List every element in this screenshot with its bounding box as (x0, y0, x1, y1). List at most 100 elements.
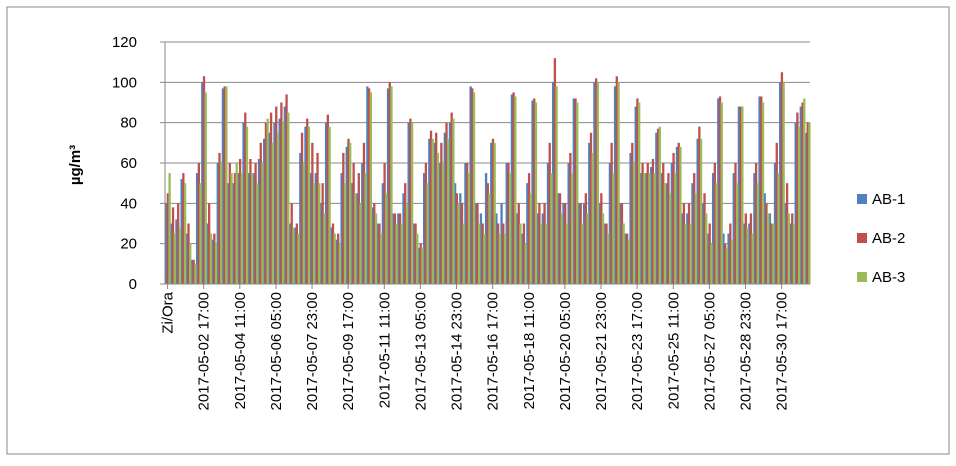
bar (754, 163, 758, 284)
bar (670, 163, 673, 284)
bar (433, 142, 436, 284)
bar (182, 173, 185, 284)
bar (259, 142, 262, 284)
bar (792, 223, 796, 284)
bar (266, 118, 269, 284)
bar (787, 213, 790, 284)
bar (362, 142, 366, 284)
bar (643, 173, 646, 284)
bar (247, 173, 250, 284)
bar (314, 173, 317, 284)
x-tick-label: 2017-05-28 23:00 (738, 292, 755, 410)
bar (693, 173, 696, 284)
bar (746, 227, 749, 284)
bar (663, 183, 667, 284)
bar (722, 233, 725, 284)
bar (717, 98, 720, 284)
bar (610, 142, 613, 284)
bar (572, 98, 575, 284)
bar (567, 163, 570, 284)
bar (459, 193, 462, 284)
bar (586, 213, 589, 284)
bar (275, 106, 278, 285)
bar (211, 239, 214, 284)
bar (550, 173, 553, 284)
bar (333, 233, 336, 284)
bar (612, 173, 615, 284)
bar (364, 173, 367, 284)
bar (225, 86, 228, 284)
bar (371, 207, 374, 284)
bar (170, 223, 173, 284)
bar (753, 173, 756, 284)
bar (436, 152, 440, 284)
bar (238, 158, 242, 284)
bar (367, 88, 371, 284)
bar (168, 173, 171, 284)
bar (646, 163, 649, 284)
bar (608, 163, 612, 284)
bar (650, 167, 653, 284)
bar (789, 223, 792, 284)
bar (555, 86, 558, 284)
bar (452, 118, 455, 284)
bar (319, 203, 323, 284)
bar (254, 163, 257, 284)
bar (617, 82, 620, 284)
bar (557, 193, 560, 284)
bar (312, 183, 316, 284)
bar (498, 233, 501, 284)
bar (732, 173, 735, 284)
bar (472, 92, 476, 285)
bar (261, 163, 264, 284)
legend-swatch (857, 194, 867, 204)
bar (297, 233, 300, 284)
bar (796, 112, 799, 284)
bar (441, 163, 445, 284)
bar (466, 163, 469, 284)
bar (595, 78, 598, 284)
bar (756, 183, 759, 284)
bar (202, 76, 206, 285)
bar (512, 92, 515, 285)
bar (323, 213, 326, 284)
bar (307, 126, 311, 284)
bar (636, 98, 639, 284)
bar (677, 142, 680, 284)
bar (760, 96, 763, 284)
bar (708, 223, 711, 284)
bar (641, 163, 644, 284)
bar (240, 173, 243, 284)
bar (276, 132, 280, 284)
bar (361, 163, 364, 284)
bar (502, 223, 505, 284)
bar (603, 223, 606, 284)
bar (519, 223, 522, 284)
bar (749, 213, 753, 284)
bar (251, 173, 254, 284)
bar (256, 183, 259, 284)
bar (736, 183, 739, 284)
bar (388, 82, 391, 284)
bar (393, 213, 397, 284)
bar (605, 223, 608, 284)
bar (521, 233, 524, 284)
bar (536, 213, 539, 284)
bar (576, 102, 579, 284)
bar (653, 173, 656, 284)
bar (280, 102, 283, 284)
bar (804, 132, 808, 284)
bar (613, 86, 617, 284)
bar (727, 233, 730, 284)
x-tick-label: 2017-05-30 17:00 (774, 292, 791, 410)
bar (352, 163, 355, 284)
bar (514, 96, 517, 284)
bar (321, 183, 324, 284)
bar (381, 183, 385, 284)
x-tick-label: 2017-05-04 11:00 (232, 292, 249, 409)
bar (644, 173, 648, 284)
bar (624, 233, 627, 284)
bar (328, 126, 331, 284)
bar (165, 203, 168, 284)
